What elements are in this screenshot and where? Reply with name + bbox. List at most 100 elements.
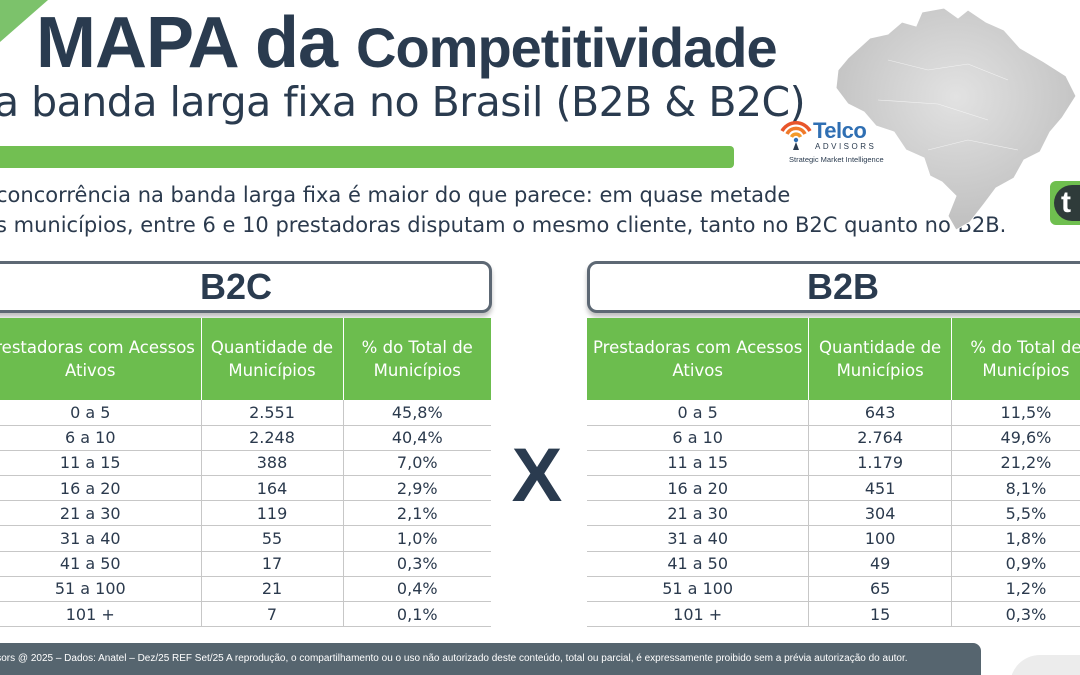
page-title: MAPA da Competitividade xyxy=(36,2,778,84)
cell-quantidade: 2.248 xyxy=(201,425,344,451)
header-prestadoras: Prestadoras com Acessos Ativos xyxy=(0,318,202,400)
cell-percentual: 21,2% xyxy=(951,450,1080,477)
cell-prestadoras: 101 + xyxy=(0,601,202,628)
cell-percentual: 49,6% xyxy=(951,425,1080,451)
logo-sub: ADVISORS xyxy=(815,142,877,151)
cell-quantidade: 164 xyxy=(201,475,344,502)
table-row: 0 a 5 2.551 45,8% xyxy=(0,400,491,426)
brand-badge-icon: t xyxy=(1050,181,1080,225)
title-part1: MAPA da xyxy=(36,3,357,83)
cell-quantidade: 2.551 xyxy=(201,400,344,426)
footer-notice: A reprodução, o compartilhamento ou o us… xyxy=(226,653,908,664)
header-quantidade: Quantidade de Municípios xyxy=(201,318,344,400)
cell-prestadoras: 31 a 40 xyxy=(0,525,202,552)
b2b-table: Prestadoras com Acessos Ativos Quantidad… xyxy=(587,318,1080,628)
intro-text: concorrência na banda larga fixa é maior… xyxy=(0,180,1006,240)
table-row: 31 a 40 55 1,0% xyxy=(0,525,491,552)
cell-percentual: 40,4% xyxy=(343,425,491,451)
cell-percentual: 0,3% xyxy=(951,601,1080,628)
table-row: 16 a 20 451 8,1% xyxy=(587,475,1080,502)
table-row: 6 a 10 2.248 40,4% xyxy=(0,425,491,451)
table-row: 41 a 50 17 0,3% xyxy=(0,551,491,577)
cell-quantidade: 451 xyxy=(808,475,952,502)
cell-quantidade: 100 xyxy=(808,525,952,552)
cell-quantidade: 49 xyxy=(808,551,952,577)
table-row: 11 a 15 1.179 21,2% xyxy=(587,450,1080,477)
cell-quantidade: 7 xyxy=(201,601,344,628)
table-row: 11 a 15 388 7,0% xyxy=(0,450,491,477)
header-percentual: % do Total de Municípios xyxy=(951,318,1080,400)
cell-prestadoras: 11 a 15 xyxy=(0,450,202,477)
telco-advisors-logo: Telco ADVISORS Strategic Market Intellig… xyxy=(779,116,889,168)
cell-prestadoras: 16 a 20 xyxy=(587,475,810,502)
intro-line-1: concorrência na banda larga fixa é maior… xyxy=(0,183,791,207)
table-row: 21 a 30 119 2,1% xyxy=(0,500,491,527)
table-row: 21 a 30 304 5,5% xyxy=(587,500,1080,527)
cell-quantidade: 65 xyxy=(808,576,952,603)
footer-bar: isors @ 2025 – Dados: Anatel – Dez/25 RE… xyxy=(0,643,981,675)
table-row: 6 a 10 2.764 49,6% xyxy=(587,425,1080,451)
cell-quantidade: 2.764 xyxy=(808,425,952,451)
cell-quantidade: 1.179 xyxy=(808,450,952,477)
wifi-signal-icon xyxy=(780,121,812,150)
cell-quantidade: 304 xyxy=(808,500,952,527)
cell-percentual: 1,8% xyxy=(951,525,1080,552)
header-quantidade: Quantidade de Municípios xyxy=(808,318,952,400)
cell-prestadoras: 31 a 40 xyxy=(587,525,810,552)
cell-percentual: 2,9% xyxy=(343,475,491,502)
intro-line-2: s municípios, entre 6 e 10 prestadoras d… xyxy=(0,213,1007,237)
footer-source: isors @ 2025 – Dados: Anatel – Dez/25 RE… xyxy=(0,653,224,664)
corner-accent xyxy=(0,0,48,42)
cell-percentual: 2,1% xyxy=(343,500,491,527)
cell-percentual: 1,0% xyxy=(343,525,491,552)
brand-badge-letter: t xyxy=(1054,185,1080,221)
cell-percentual: 45,8% xyxy=(343,400,491,426)
cell-prestadoras: 21 a 30 xyxy=(0,500,202,527)
versus-mark: X xyxy=(511,433,563,518)
b2b-section-label: B2B xyxy=(587,261,1080,313)
corner-decoration xyxy=(1010,655,1080,675)
table-row: 16 a 20 164 2,9% xyxy=(0,475,491,502)
table-row: 31 a 40 100 1,8% xyxy=(587,525,1080,552)
logo-name: Telco xyxy=(813,118,867,143)
b2c-section-label: B2C xyxy=(0,261,492,313)
cell-percentual: 0,9% xyxy=(951,551,1080,577)
cell-quantidade: 15 xyxy=(808,601,952,628)
cell-percentual: 7,0% xyxy=(343,450,491,477)
cell-quantidade: 119 xyxy=(201,500,344,527)
b2c-table: Prestadoras com Acessos Ativos Quantidad… xyxy=(0,318,491,628)
brazil-map-icon xyxy=(835,7,1077,231)
table-row: 51 a 100 21 0,4% xyxy=(0,576,491,603)
cell-prestadoras: 11 a 15 xyxy=(587,450,810,477)
cell-prestadoras: 0 a 5 xyxy=(0,400,202,426)
table-row: 101 +15 0,3% xyxy=(587,601,1080,628)
cell-prestadoras: 6 a 10 xyxy=(0,425,202,451)
cell-prestadoras: 41 a 50 xyxy=(587,551,810,577)
cell-prestadoras: 101 + xyxy=(587,601,810,628)
cell-prestadoras: 0 a 5 xyxy=(587,400,810,426)
cell-percentual: 0,4% xyxy=(343,576,491,603)
title-underline-bar xyxy=(0,146,734,168)
cell-quantidade: 55 xyxy=(201,525,344,552)
cell-prestadoras: 21 a 30 xyxy=(587,500,810,527)
cell-percentual: 11,5% xyxy=(951,400,1080,426)
table-header-row: Prestadoras com Acessos Ativos Quantidad… xyxy=(0,318,491,400)
cell-quantidade: 388 xyxy=(201,450,344,477)
page-subtitle: a banda larga fixa no Brasil (B2B & B2C) xyxy=(0,78,806,126)
logo-tagline: Strategic Market Intelligence xyxy=(789,155,884,164)
table-row: 41 a 50 49 0,9% xyxy=(587,551,1080,577)
cell-percentual: 1,2% xyxy=(951,576,1080,603)
cell-percentual: 0,3% xyxy=(343,551,491,577)
cell-percentual: 0,1% xyxy=(343,601,491,628)
title-part2: Competitividade xyxy=(356,16,778,79)
cell-prestadoras: 6 a 10 xyxy=(587,425,810,451)
cell-quantidade: 17 xyxy=(201,551,344,577)
cell-prestadoras: 51 a 100 xyxy=(0,576,202,603)
cell-percentual: 5,5% xyxy=(951,500,1080,527)
table-row: 0 a 5 643 11,5% xyxy=(587,400,1080,426)
table-header-row: Prestadoras com Acessos Ativos Quantidad… xyxy=(587,318,1080,400)
cell-prestadoras: 41 a 50 xyxy=(0,551,202,577)
cell-percentual: 8,1% xyxy=(951,475,1080,502)
header-percentual: % do Total de Municípios xyxy=(343,318,491,400)
cell-quantidade: 643 xyxy=(808,400,952,426)
